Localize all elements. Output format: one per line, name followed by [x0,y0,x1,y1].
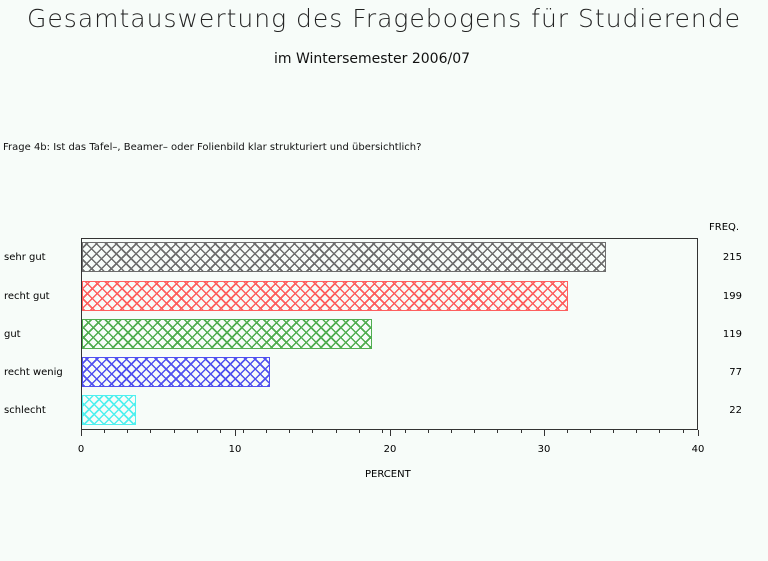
frequency-value: 77 [729,367,742,378]
frequency-value: 199 [722,291,742,302]
minor-tick [636,430,637,433]
minor-tick [590,430,591,433]
minor-tick [474,430,475,433]
plot-area [81,238,698,430]
x-tick-label: 10 [228,444,242,455]
bar-sehr-gut [82,242,606,272]
major-tick [698,430,699,436]
minor-tick [451,430,452,433]
bar-gut [82,319,372,349]
x-tick-label: 30 [537,444,551,455]
x-axis-label: PERCENT [365,469,411,480]
minor-tick [497,430,498,433]
x-tick-label: 20 [383,444,397,455]
minor-tick [359,430,360,433]
bar-recht-wenig [82,357,270,387]
category-label: schlecht [4,405,46,416]
question-text: Frage 4b: Ist das Tafel–, Beamer– oder F… [3,142,422,153]
minor-tick [243,430,244,433]
bar-schlecht [82,395,136,425]
chart-subtitle: im Wintersemester 2006/07 [273,51,471,67]
frequency-value: 215 [722,252,742,263]
minor-tick [174,430,175,433]
minor-tick [428,430,429,433]
bar-recht-gut [82,281,568,311]
chart-title: Gesamtauswertung des Fragebogens für Stu… [27,4,741,33]
x-tick-label: 40 [691,444,705,455]
minor-tick [289,430,290,433]
minor-tick [683,430,684,433]
minor-tick [104,430,105,433]
frequency-value: 22 [729,405,742,416]
category-label: gut [4,329,21,340]
minor-tick [127,430,128,433]
minor-tick [382,430,383,433]
x-tick-label: 0 [77,444,85,455]
frequency-value: 119 [722,329,742,340]
category-label: recht wenig [4,367,63,378]
freq-column-header: FREQ. [709,222,740,233]
major-tick [390,430,391,436]
major-tick [544,430,545,436]
minor-tick [659,430,660,433]
minor-tick [613,430,614,433]
category-label: sehr gut [4,252,46,263]
minor-tick [405,430,406,433]
minor-tick [150,430,151,433]
minor-tick [567,430,568,433]
minor-tick [312,430,313,433]
minor-tick [521,430,522,433]
minor-tick [266,430,267,433]
major-tick [235,430,236,436]
major-tick [81,430,82,436]
minor-tick [336,430,337,433]
minor-tick [197,430,198,433]
category-label: recht gut [4,291,50,302]
minor-tick [220,430,221,433]
